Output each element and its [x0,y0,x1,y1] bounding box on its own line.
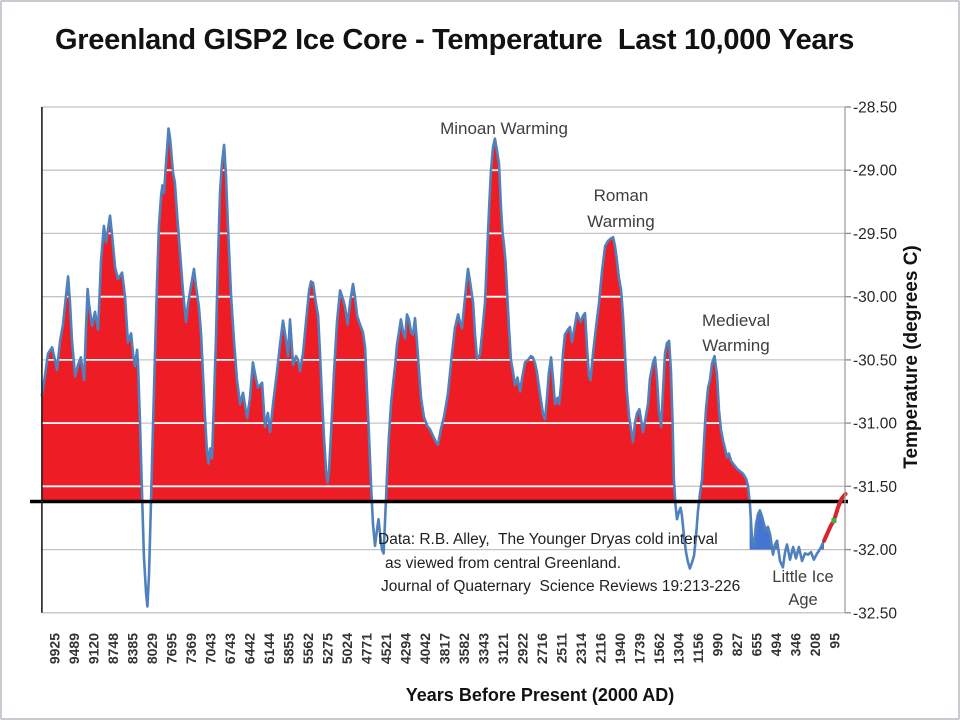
x-tick-label: 8385 [125,633,141,664]
annotation-roman-warming: Roman Warming [587,186,655,231]
x-tick-label: 1156 [690,633,706,664]
x-tick-label: 3121 [495,633,511,664]
y-tick-label: -28.50 [853,100,897,117]
y-tick-label: -31.00 [853,416,897,433]
annotation-medieval-warming: Medieval Warming [701,311,771,355]
x-axis-title: Years Before Present (2000 AD) [405,685,675,705]
citation-line-1: Data: R.B. Alley, The Younger Dryas cold… [378,531,718,548]
y-tick-label: -29.00 [853,163,897,180]
x-tick-label: 208 [807,633,823,657]
x-tick-label: 990 [710,633,726,657]
x-tick-label: 1739 [632,633,648,664]
x-tick-label: 3817 [437,633,453,664]
x-tick-label: 4521 [378,633,394,664]
x-tick-label: 5855 [281,633,297,664]
x-tick-label: 7369 [183,633,199,664]
annotation-minoan-warming: Minoan Warming [440,119,568,138]
x-tick-label: 2511 [554,633,570,664]
instrumental-record-marker [831,518,837,523]
x-tick-label: 8029 [144,633,160,664]
x-tick-label: 1304 [671,633,687,664]
y-axis-title: Temperature (degrees C) [901,245,922,469]
little-ice-age-fill [749,460,825,550]
x-tick-label: 5024 [339,633,355,664]
x-tick-label: 9489 [66,633,82,664]
x-tick-label: 9925 [47,633,63,664]
x-tick-label: 6743 [222,633,238,664]
y-tick-label: -32.50 [853,605,897,622]
x-tick-label: 5275 [320,633,336,664]
x-tick-label: 6144 [261,633,277,664]
x-tick-label: 655 [749,633,765,657]
x-tick-label: 346 [788,633,804,657]
x-tick-label: 7695 [164,633,180,664]
y-tick-label: -31.50 [853,479,897,496]
x-tick-label: 95 [827,633,843,649]
x-tick-label: 6442 [242,633,258,664]
y-tick-labels: -28.50 -29.00 -29.50 -30.00 -30.50 -31.00 -31.… [853,100,897,623]
citation-line-2: as viewed from central Greenland. [385,555,622,572]
x-tick-label: 2314 [573,633,589,664]
x-tick-label: 3343 [476,633,492,664]
x-tick-label: 2716 [534,633,550,664]
temperature-curve [40,127,826,608]
x-tick-label: 4042 [417,633,433,664]
x-tick-label: 3582 [456,633,472,664]
y-tick-label: -30.50 [853,352,897,369]
x-tick-label: 8748 [105,633,121,664]
citation-line-3: Journal of Quaternary Science Reviews 19… [381,578,741,595]
x-tick-label: 7043 [203,633,219,664]
x-tick-label: 2116 [593,633,609,664]
x-tick-label: 494 [768,633,784,657]
x-tick-label: 4294 [398,633,414,664]
y-tick-label: -30.00 [853,289,897,306]
x-tick-label: 9120 [86,633,102,664]
x-tick-label: 4771 [359,633,375,664]
x-tick-label: 2922 [515,633,531,664]
x-tick-label: 5562 [300,633,316,664]
x-tick-labels: 9925 9489 9120 8748 8385 8029 7695 7369 7043 6743… [47,633,843,664]
y-tick-label: -29.50 [853,226,897,243]
x-tick-label: 1562 [651,633,667,664]
annotation-little-ice-age: Little Ice Age [772,568,834,609]
x-tick-label: 1940 [612,633,628,664]
x-tick-label: 827 [729,633,745,657]
y-tick-label: -32.00 [853,542,897,559]
